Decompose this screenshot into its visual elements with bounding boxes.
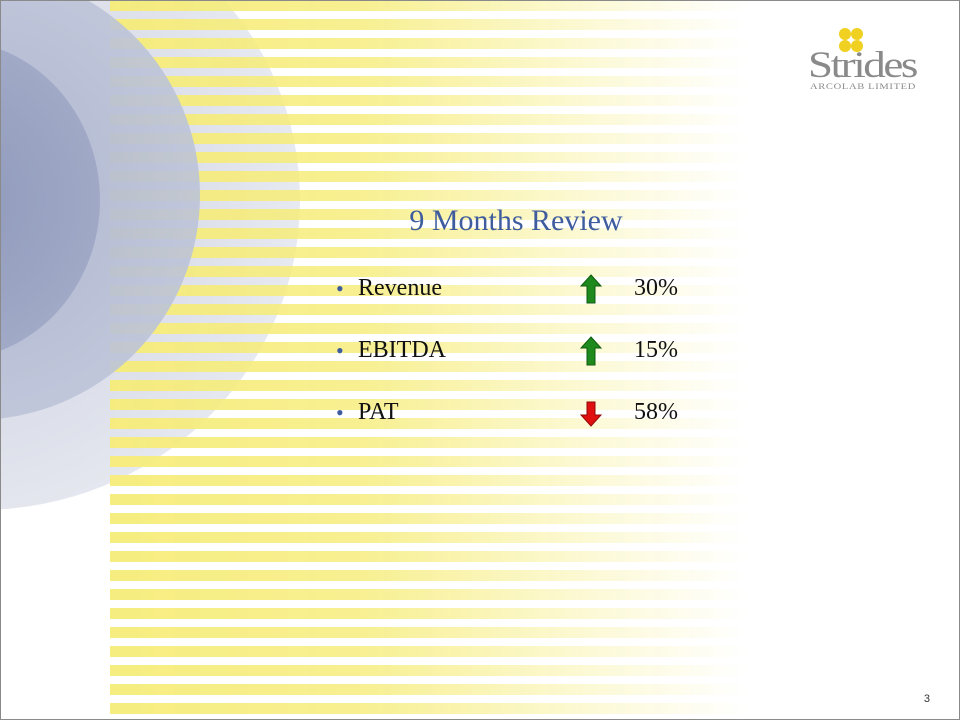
arrow-up-icon	[580, 336, 602, 366]
page-number: 3	[923, 693, 930, 705]
strides-logo: Strides ARCOLAB LIMITED	[806, 26, 926, 96]
arrow-up-icon	[580, 274, 602, 304]
arrow-down-icon	[580, 401, 602, 427]
logo-name: Strides	[808, 45, 918, 86]
metric-row-ebitda: • EBITDA 15%	[336, 334, 736, 396]
metric-row-revenue: • Revenue 30%	[336, 272, 736, 334]
metric-value: 15%	[634, 337, 678, 363]
metric-value: 30%	[634, 275, 678, 301]
bullet-icon: •	[336, 276, 344, 301]
logo-dots	[839, 28, 863, 52]
metrics-list: • Revenue 30% • EBITDA 15% • PAT 58%	[336, 272, 736, 458]
bullet-icon: •	[336, 400, 344, 425]
metric-row-pat: • PAT 58%	[336, 396, 736, 458]
logo-subtitle: ARCOLAB LIMITED	[810, 82, 916, 91]
bullet-icon: •	[336, 338, 344, 363]
strides-logo-graphic: Strides ARCOLAB LIMITED	[808, 28, 920, 91]
metric-label: Revenue	[358, 275, 442, 301]
metric-label: PAT	[358, 399, 399, 425]
background-stripes	[110, 0, 960, 720]
slide-title: 9 Months Review	[409, 204, 623, 237]
metric-label: EBITDA	[358, 337, 446, 363]
metric-value: 58%	[634, 399, 678, 425]
